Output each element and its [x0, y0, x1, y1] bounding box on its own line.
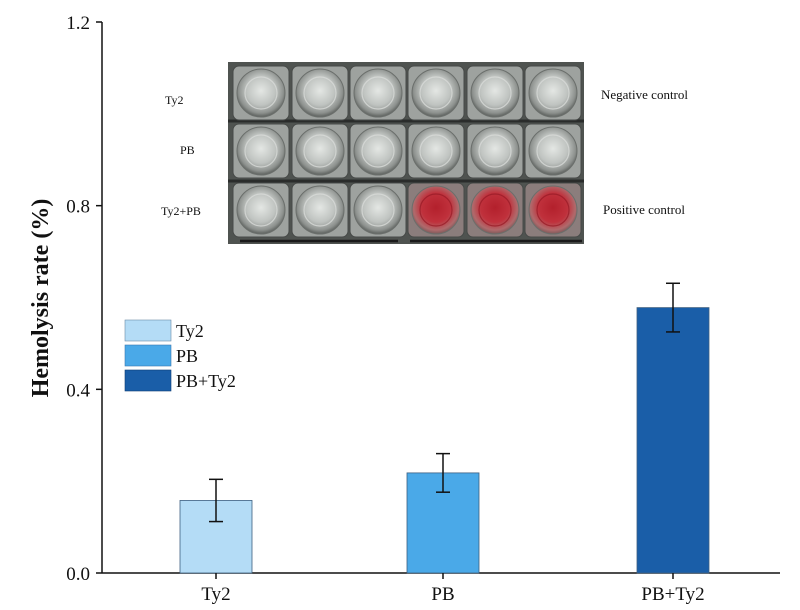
legend-swatch-pb-ty2: [124, 369, 172, 392]
plate-well-inner-ring: [361, 76, 395, 110]
legend-swatch-pb: [124, 344, 172, 367]
plate-well-clear: [528, 126, 578, 176]
plate-well-clear: [236, 68, 286, 118]
plate-well-inner-ring: [303, 76, 337, 110]
x-tick-label: PB: [431, 584, 454, 605]
photo-row-label-pb: PB: [180, 143, 195, 157]
plate-well-clear: [295, 126, 345, 176]
plate-well-clear: [295, 185, 345, 235]
plate-well-inner-ring: [303, 193, 337, 227]
plate-well-red: [470, 185, 520, 235]
photo-row-label-ty2: Ty2: [165, 93, 184, 107]
photo-row-label-ty2-pb: Ty2+PB: [161, 204, 201, 218]
plate-well-red: [528, 185, 578, 235]
plate-well-clear: [353, 126, 403, 176]
x-tick-label: Ty2: [201, 584, 230, 605]
plate-well-clear: [411, 68, 461, 118]
y-tick-label: 1.2: [66, 13, 90, 34]
plate-well-inner-ring: [244, 134, 278, 168]
plate-well-inner-ring: [361, 193, 395, 227]
plate-well-clear: [236, 185, 286, 235]
plate-well-inner-ring: [361, 134, 395, 168]
plate-well-clear: [411, 126, 461, 176]
y-tick-label: 0.4: [66, 380, 90, 401]
plate-well-inner-ring: [419, 193, 453, 227]
plate-well-inner-ring: [478, 76, 512, 110]
plate-well-clear: [353, 68, 403, 118]
legend-label-ty2: Ty2: [176, 321, 204, 341]
plate-well-clear: [236, 126, 286, 176]
plate-well-inner-ring: [303, 134, 337, 168]
legend-label-pb-ty2: PB+Ty2: [176, 371, 236, 391]
bar: [636, 307, 710, 574]
plate-well-inner-ring: [244, 76, 278, 110]
plate-well-clear: [295, 68, 345, 118]
y-axis-title: Hemolysis rate (%): [28, 199, 54, 398]
plate-well-inner-ring: [478, 134, 512, 168]
plate-well-red: [411, 185, 461, 235]
plate-well-clear: [528, 68, 578, 118]
plate-well-clear: [353, 185, 403, 235]
plate-well-inner-ring: [419, 134, 453, 168]
plate-well-inner-ring: [536, 76, 570, 110]
plate-photo-inset: [228, 62, 584, 244]
legend-label-pb: PB: [176, 346, 198, 366]
plate-well-inner-ring: [244, 193, 278, 227]
photo-label-negative-control: Negative control: [601, 87, 688, 102]
plate-well-inner-ring: [536, 193, 570, 227]
y-tick-label: 0.0: [66, 564, 90, 585]
x-tick-label: PB+Ty2: [641, 584, 704, 605]
photo-label-positive-control: Positive control: [603, 202, 685, 217]
y-tick-label: 0.8: [66, 197, 90, 218]
plate-well-clear: [470, 126, 520, 176]
plate-well-clear: [470, 68, 520, 118]
plate-well-inner-ring: [419, 76, 453, 110]
legend-swatch-ty2: [124, 319, 172, 342]
plate-well-inner-ring: [478, 193, 512, 227]
legend: Ty2 PB PB+Ty2: [124, 319, 236, 392]
plate-well-inner-ring: [536, 134, 570, 168]
